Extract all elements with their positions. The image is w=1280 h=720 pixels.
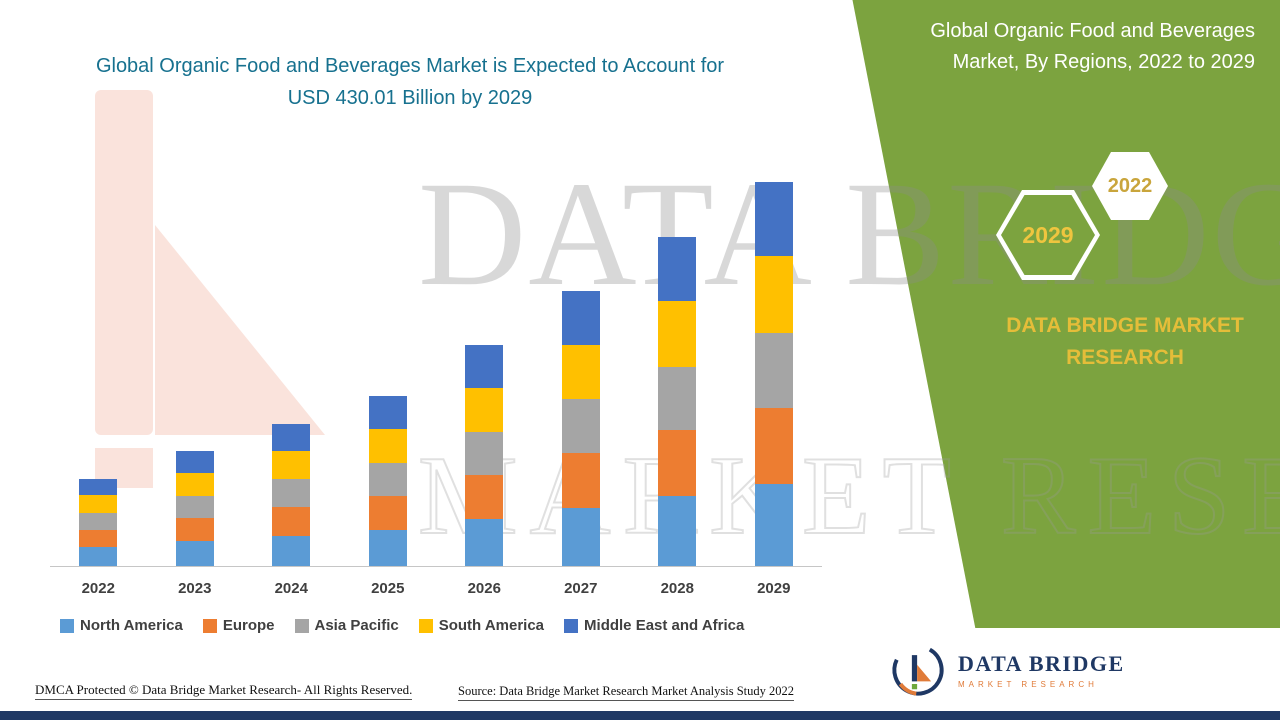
x-axis-label: 2025 — [371, 580, 405, 597]
stacked-bar — [561, 290, 600, 566]
bar-segment-north-america — [175, 541, 214, 566]
bar-column — [50, 150, 147, 566]
stacked-bar — [175, 451, 214, 566]
bar-segment-europe — [658, 430, 697, 496]
bar-segment-middle-east-and-africa — [754, 182, 793, 257]
bars-row — [50, 150, 822, 567]
logo-box: DATA BRIDGE MARKET RESEARCH — [872, 628, 1280, 712]
bar-segment-europe — [368, 495, 407, 530]
legend-swatch — [60, 618, 74, 633]
bar-column — [533, 150, 630, 566]
bar-segment-asia-pacific — [175, 496, 214, 519]
bar-chart: 2022 2023 2024 2025 2026 2027 2028 2029 — [50, 150, 822, 597]
bar-segment-south-america — [368, 429, 407, 463]
bar-segment-middle-east-and-africa — [175, 451, 214, 474]
bar-segment-asia-pacific — [272, 479, 311, 508]
x-axis-label: 2029 — [757, 580, 791, 597]
bottom-accent-strip — [0, 711, 1280, 720]
bar-segment-south-america — [561, 344, 600, 400]
bar-segment-europe — [561, 452, 600, 508]
x-axis-labels: 2022 2023 2024 2025 2026 2027 2028 2029 — [50, 580, 822, 597]
legend-item: North America — [60, 617, 183, 634]
bar-column — [340, 150, 437, 566]
bar-segment-south-america — [272, 451, 311, 480]
bar-segment-north-america — [465, 519, 504, 566]
bar-column — [243, 150, 340, 566]
bar-segment-asia-pacific — [465, 432, 504, 475]
logo-text: DATA BRIDGE MARKET RESEARCH — [958, 651, 1125, 689]
x-axis-label: 2023 — [178, 580, 212, 597]
bar-segment-middle-east-and-africa — [658, 237, 697, 302]
x-axis-label: 2022 — [81, 580, 115, 597]
bar-segment-south-america — [658, 301, 697, 367]
bar-segment-asia-pacific — [79, 512, 118, 530]
bar-segment-north-america — [272, 535, 311, 566]
legend-item: South America — [418, 617, 545, 634]
bar-segment-north-america — [754, 484, 793, 566]
stacked-bar — [79, 478, 118, 566]
legend-swatch — [294, 618, 309, 633]
legend-label: Asia Pacific — [314, 617, 399, 634]
chart-title: Global Organic Food and Beverages Market… — [95, 55, 725, 109]
bar-segment-south-america — [79, 495, 118, 513]
legend-item: Middle East and Africa — [564, 617, 744, 634]
legend-label: Middle East and Africa — [584, 617, 745, 634]
bar-column — [147, 150, 244, 566]
bar-segment-middle-east-and-africa — [465, 344, 504, 389]
stacked-bar — [368, 396, 407, 566]
bar-segment-europe — [272, 507, 311, 536]
hexagon-badge-2029-label: 2029 — [1001, 195, 1095, 275]
x-axis-label: 2024 — [274, 580, 308, 597]
bar-column — [629, 150, 726, 566]
bar-segment-north-america — [658, 495, 697, 566]
side-panel-title: Global Organic Food and Beverages Market… — [930, 20, 1255, 73]
bar-segment-europe — [79, 529, 118, 548]
hexagon-badge-2029: 2029 — [996, 190, 1100, 280]
data-bridge-logo-icon — [892, 644, 944, 696]
bar-segment-middle-east-and-africa — [79, 478, 118, 496]
bar-segment-asia-pacific — [658, 366, 697, 431]
legend-label: North America — [80, 617, 183, 634]
bar-column — [726, 150, 823, 566]
x-axis-label: 2026 — [467, 580, 501, 597]
legend-swatch — [564, 618, 579, 633]
bar-segment-europe — [754, 407, 793, 485]
stacked-bar — [658, 237, 697, 566]
legend-swatch — [418, 618, 433, 633]
bar-segment-middle-east-and-africa — [368, 396, 407, 430]
bar-segment-south-america — [175, 473, 214, 497]
bar-segment-north-america — [368, 529, 407, 566]
logo-subtitle: MARKET RESEARCH — [958, 680, 1098, 689]
legend-swatch — [202, 618, 217, 633]
bar-segment-europe — [175, 518, 214, 542]
bar-segment-north-america — [79, 547, 118, 566]
brand-text: DATA BRIDGE MARKET RESEARCH — [1006, 314, 1244, 369]
x-axis-label: 2027 — [564, 580, 598, 597]
legend-label: South America — [438, 617, 545, 634]
dmca-notice: DMCA Protected © Data Bridge Market Rese… — [35, 682, 413, 700]
stacked-bar — [465, 344, 504, 566]
bar-segment-south-america — [465, 388, 504, 433]
bar-segment-asia-pacific — [754, 332, 793, 408]
stacked-bar — [754, 182, 793, 566]
legend-item: Asia Pacific — [294, 617, 399, 634]
bar-segment-asia-pacific — [368, 462, 407, 496]
bar-segment-europe — [465, 474, 504, 520]
bar-segment-asia-pacific — [561, 399, 600, 453]
source-note: Source: Data Bridge Market Research Mark… — [458, 684, 795, 701]
bar-segment-middle-east-and-africa — [561, 290, 600, 345]
legend: North America Europe Asia Pacific South Ame… — [60, 617, 744, 634]
bar-column — [436, 150, 533, 566]
hexagon-badge-2022: 2022 — [1092, 152, 1168, 220]
x-axis-label: 2028 — [660, 580, 694, 597]
logo-wordmark: DATA BRIDGE — [958, 651, 1125, 676]
legend-label: Europe — [222, 617, 275, 634]
bar-segment-middle-east-and-africa — [272, 423, 311, 452]
bar-segment-north-america — [561, 507, 600, 566]
stacked-bar — [272, 423, 311, 566]
legend-item: Europe — [202, 617, 275, 634]
bar-segment-south-america — [754, 256, 793, 333]
